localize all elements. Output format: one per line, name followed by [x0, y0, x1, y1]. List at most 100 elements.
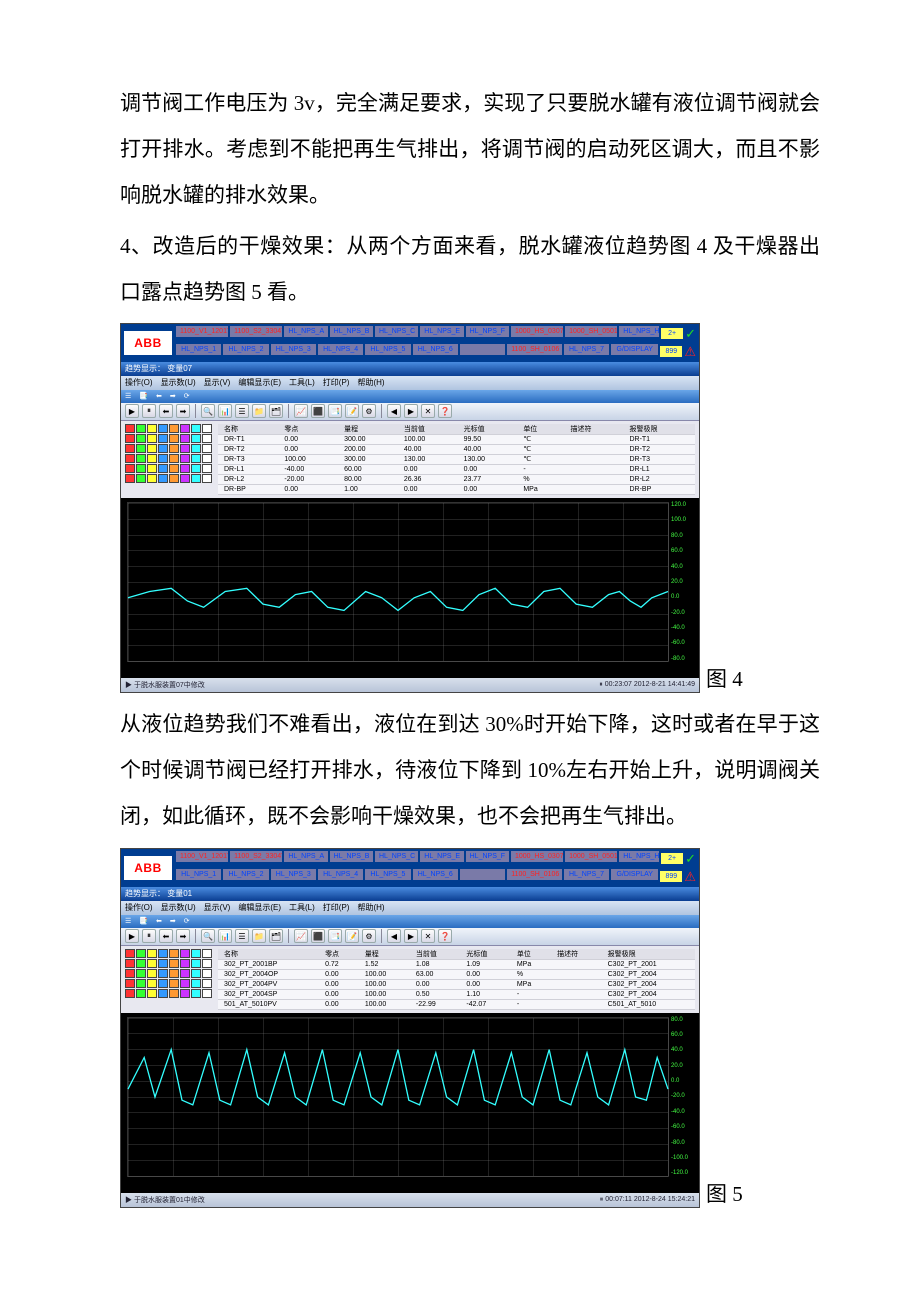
legend-color-box[interactable]	[125, 949, 135, 958]
nav-tab[interactable]: HL_NPS_H	[619, 851, 659, 862]
sub-toolbar-icon[interactable]: ⬅	[156, 392, 162, 400]
legend-row[interactable]: 302_PT_2001BP0.721.521.081.09MPaC302_PT_…	[218, 959, 695, 969]
toolbar-button[interactable]: ◀	[387, 929, 401, 943]
legend-color-box[interactable]	[180, 454, 190, 463]
legend-color-box[interactable]	[147, 444, 157, 453]
toolbar-button[interactable]: 📁	[252, 404, 266, 418]
toolbar-button[interactable]: 📈	[294, 929, 308, 943]
nav-tab[interactable]: G/DISPLAY	[611, 344, 658, 355]
nav-tab[interactable]: HL_NPS_6	[413, 344, 458, 355]
legend-color-box[interactable]	[180, 424, 190, 433]
menu-item[interactable]: 打印(P)	[323, 377, 350, 388]
legend-color-box[interactable]	[191, 989, 201, 998]
nav-tab[interactable]: HL_NPS_7	[564, 869, 609, 880]
menu-item[interactable]: 显示(V)	[204, 902, 231, 913]
legend-color-box[interactable]	[158, 959, 168, 968]
legend-color-box[interactable]	[191, 474, 201, 483]
legend-color-box[interactable]	[202, 979, 212, 988]
sub-toolbar-icon[interactable]: ⟳	[184, 917, 190, 925]
legend-color-box[interactable]	[158, 949, 168, 958]
legend-color-box[interactable]	[191, 434, 201, 443]
sub-toolbar-icon[interactable]: ☰	[125, 392, 131, 400]
legend-row[interactable]: 302_PT_2004SP0.00100.000.501.10-C302_PT_…	[218, 989, 695, 999]
toolbar-button[interactable]: ⚙	[362, 404, 376, 418]
legend-color-box[interactable]	[147, 959, 157, 968]
legend-color-box[interactable]	[180, 989, 190, 998]
legend-color-box[interactable]	[202, 989, 212, 998]
legend-color-box[interactable]	[169, 444, 179, 453]
toolbar-button[interactable]: ✕	[421, 929, 435, 943]
legend-color-box[interactable]	[169, 434, 179, 443]
toolbar-button[interactable]: ❓	[438, 404, 452, 418]
nav-tab[interactable]: 1000_HS_0307Y	[511, 851, 563, 862]
nav-tab[interactable]	[460, 869, 505, 880]
legend-row[interactable]: 501_AT_5010PV0.00100.00-22.99-42.07-C501…	[218, 999, 695, 1009]
legend-color-box[interactable]	[125, 969, 135, 978]
toolbar-button[interactable]: 📝	[345, 404, 359, 418]
menu-item[interactable]: 编辑显示(E)	[238, 902, 281, 913]
nav-tab[interactable]: HL_NPS_A	[284, 851, 327, 862]
trend-chart[interactable]: 120.0100.080.060.040.020.00.0-20.0-40.0-…	[121, 498, 699, 678]
legend-color-box[interactable]	[136, 464, 146, 473]
legend-row[interactable]: 302_PT_2004OP0.00100.0063.000.00%C302_PT…	[218, 969, 695, 979]
toolbar-button[interactable]: 📑	[328, 404, 342, 418]
legend-color-box[interactable]	[169, 979, 179, 988]
sub-toolbar-icon[interactable]: ⬅	[156, 917, 162, 925]
nav-tab[interactable]: 1000_SH_0501Y	[565, 326, 617, 337]
toolbar-button[interactable]: ⚙	[362, 929, 376, 943]
sub-toolbar-icon[interactable]: 📑	[139, 392, 148, 400]
legend-color-box[interactable]	[158, 989, 168, 998]
menu-item[interactable]: 操作(O)	[125, 377, 153, 388]
legend-row[interactable]: DR-BP0.001.000.000.00MPaDR-BP	[218, 484, 695, 494]
legend-row[interactable]: DR-L1-40.0060.000.000.00-DR-L1	[218, 464, 695, 474]
toolbar-button[interactable]: ➡	[176, 929, 190, 943]
nav-tab[interactable]: HL_NPS_4	[318, 869, 363, 880]
nav-tab[interactable]: HL_NPS_E	[420, 326, 463, 337]
legend-color-box[interactable]	[169, 949, 179, 958]
legend-color-box[interactable]	[158, 464, 168, 473]
legend-color-box[interactable]	[169, 959, 179, 968]
legend-color-box[interactable]	[158, 454, 168, 463]
legend-color-box[interactable]	[147, 949, 157, 958]
legend-color-box[interactable]	[169, 969, 179, 978]
legend-color-box[interactable]	[136, 959, 146, 968]
toolbar-button[interactable]: ⬛	[311, 929, 325, 943]
legend-row[interactable]: DR-T10.00300.00100.0099.50℃DR-T1	[218, 434, 695, 444]
legend-color-box[interactable]	[169, 474, 179, 483]
nav-tab[interactable]: HL_NPS_3	[271, 344, 316, 355]
legend-color-box[interactable]	[202, 424, 212, 433]
menu-item[interactable]: 工具(L)	[289, 902, 315, 913]
legend-color-box[interactable]	[180, 969, 190, 978]
nav-tab[interactable]	[460, 344, 505, 355]
nav-tab[interactable]: HL_NPS_B	[330, 851, 373, 862]
nav-tab[interactable]: 1000_SH_0501Y	[565, 851, 617, 862]
nav-tab[interactable]: HL_NPS_3	[271, 869, 316, 880]
nav-tab[interactable]: 1100_S2_3304Y	[230, 326, 282, 337]
legend-color-box[interactable]	[169, 464, 179, 473]
nav-tab[interactable]: HL_NPS_H	[619, 326, 659, 337]
legend-color-box[interactable]	[125, 454, 135, 463]
sub-toolbar-icon[interactable]: ➡	[170, 392, 176, 400]
legend-color-box[interactable]	[202, 454, 212, 463]
legend-color-box[interactable]	[136, 454, 146, 463]
nav-tab[interactable]: 1100_S2_3304Y	[230, 851, 282, 862]
nav-tab[interactable]: HL_NPS_1	[176, 344, 221, 355]
toolbar-button[interactable]: ▶	[125, 404, 139, 418]
nav-tab[interactable]: 1100_V1_1201Y	[176, 851, 228, 862]
toolbar-button[interactable]: ⏸	[142, 929, 156, 943]
menu-item[interactable]: 工具(L)	[289, 377, 315, 388]
menu-item[interactable]: 帮助(H)	[357, 902, 384, 913]
toolbar-button[interactable]: ▶	[125, 929, 139, 943]
menu-item[interactable]: 打印(P)	[323, 902, 350, 913]
toolbar-button[interactable]: 🔍	[201, 929, 215, 943]
nav-tab[interactable]: G/DISPLAY	[611, 869, 658, 880]
legend-color-box[interactable]	[191, 949, 201, 958]
nav-tab[interactable]: 1100_V1_1201Y	[176, 326, 228, 337]
toolbar-button[interactable]: ⬅	[159, 929, 173, 943]
toolbar-button[interactable]: 📊	[218, 929, 232, 943]
toolbar-button[interactable]: 📝	[345, 929, 359, 943]
legend-color-box[interactable]	[136, 444, 146, 453]
legend-color-box[interactable]	[147, 969, 157, 978]
legend-color-box[interactable]	[125, 444, 135, 453]
menu-item[interactable]: 显示(V)	[204, 377, 231, 388]
